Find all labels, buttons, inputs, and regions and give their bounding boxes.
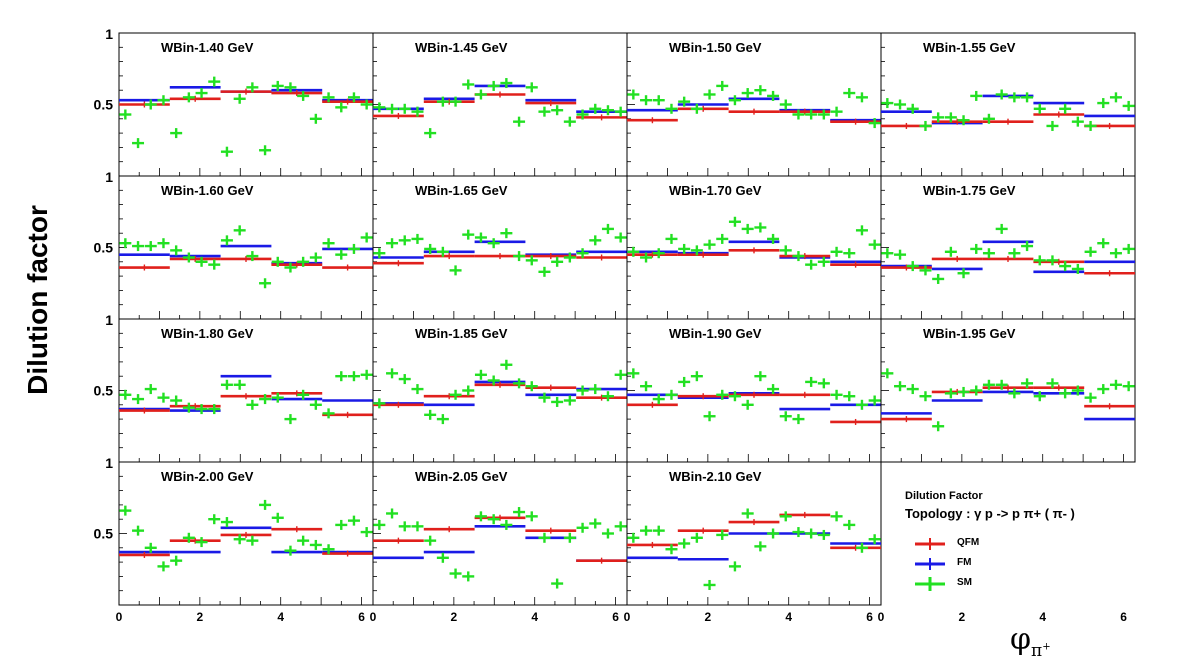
y-tick-label: 0.5 [94,240,114,256]
panel-label: WBin-1.60 GeV [161,183,254,198]
y-tick-label: 0.5 [94,526,114,542]
panel-label: WBin-1.40 GeV [161,40,254,55]
panel-label: WBin-2.05 GeV [415,469,508,484]
panel-label: WBin-1.55 GeV [923,40,1016,55]
legend: Dilution Factor Topology : γ p -> p π+ (… [895,488,1140,598]
panel-5 [118,175,374,320]
x-axis-title-sub: π+ [1031,641,1051,661]
legend-label-fm: FM [957,557,972,568]
x-tick-label: 4 [531,610,538,624]
panel-14 [372,461,628,606]
legend-marker-fm [915,558,945,570]
x-axis-title-sup: + [1042,641,1051,653]
x-tick-label: 0 [370,610,377,624]
panel-label: WBin-2.00 GeV [161,469,254,484]
legend-label-qfm: QFM [957,537,980,548]
legend-topology: Topology : γ p -> p π+ ( π- ) [905,506,1075,521]
x-tick-label: 6 [612,610,619,624]
panel-label: WBin-1.95 GeV [923,326,1016,341]
x-tick-label: 6 [1120,610,1127,624]
y-tick-label: 0.5 [94,383,114,399]
legend-title: Dilution Factor [905,490,983,502]
y-axis-title-text: Dilution factor [22,205,53,395]
y-tick-label: 1 [105,455,113,471]
x-axis-title-sub-text: π [1031,641,1043,661]
x-tick-label: 2 [705,610,712,624]
panel-label: WBin-1.45 GeV [415,40,508,55]
x-tick-label: 6 [866,610,873,624]
x-tick-label: 4 [1039,610,1046,624]
y-tick-label: 1 [105,312,113,328]
panel-label: WBin-1.75 GeV [923,183,1016,198]
legend-marker-qfm [915,538,945,550]
panel-15 [626,461,882,606]
legend-label-sm: SM [957,577,972,588]
panel-label: WBin-1.70 GeV [669,183,762,198]
panel-label: WBin-1.50 GeV [669,40,762,55]
panel-1 [118,32,374,177]
x-tick-label: 2 [959,610,966,624]
panel-3 [626,32,882,177]
x-tick-label: 6 [358,610,365,624]
legend-entry-fm: FM [913,556,1033,572]
panel-label: WBin-1.65 GeV [415,183,508,198]
x-tick-label: 2 [451,610,458,624]
panel-4 [880,32,1136,177]
x-tick-label: 2 [197,610,204,624]
panel-label: WBin-1.85 GeV [415,326,508,341]
panel-6 [372,175,628,320]
panel-label: WBin-1.90 GeV [669,326,762,341]
x-tick-label: 4 [277,610,284,624]
panel-11 [626,318,882,463]
x-axis-title-base: φ [1010,622,1032,657]
legend-entry-sm: SM [913,576,1033,592]
x-tick-label: 0 [878,610,885,624]
x-tick-label: 4 [785,610,792,624]
y-tick-label: 1 [105,26,113,42]
legend-marker-sm [915,577,945,591]
panel-2 [372,32,628,177]
y-tick-label: 0.5 [94,97,114,113]
legend-entry-qfm: QFM [913,536,1033,552]
y-tick-label: 1 [105,169,113,185]
y-axis-title: Dilution factor [18,200,58,400]
x-tick-label: 0 [624,610,631,624]
x-tick-label: 0 [116,610,123,624]
panel-label: WBin-2.10 GeV [669,469,762,484]
panel-label: WBin-1.80 GeV [161,326,254,341]
x-axis-title: φπ+ [1010,622,1051,661]
